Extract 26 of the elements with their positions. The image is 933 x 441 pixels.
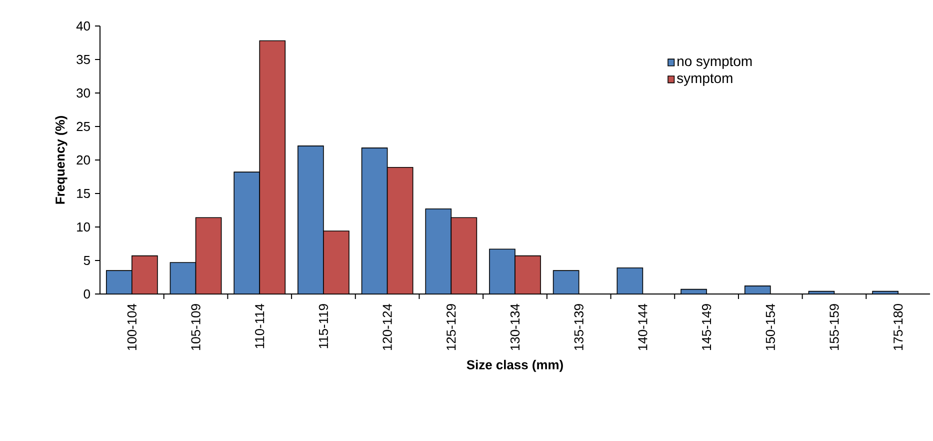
x-tick-label: 100-104: [127, 304, 137, 350]
legend-label: no symptom: [678, 56, 752, 69]
y-tick-label: 40: [76, 21, 90, 31]
y-tick-label: 10: [77, 222, 90, 232]
x-tick-label: 130-134: [510, 304, 520, 350]
y-tick-label: 0: [84, 289, 90, 299]
y-tick-label: 25: [76, 122, 90, 132]
x-tick-label: 145-149: [702, 304, 712, 350]
x-tick-label: 110-114: [255, 304, 264, 348]
x-tick-label: 140-144: [638, 304, 648, 350]
legend-label: symptom: [677, 74, 732, 86]
y-tick-label: 5: [84, 256, 90, 266]
y-tick-label: 30: [76, 88, 90, 98]
x-tick-label: 120-124: [382, 304, 392, 350]
x-tick-label: 175-180: [894, 304, 903, 350]
x-tick-label: 105-109: [191, 304, 200, 350]
x-tick-label: 155-159: [830, 304, 839, 350]
x-tick-label: 115-119: [318, 304, 328, 348]
y-tick-label: 15: [77, 188, 90, 198]
x-tick-label: 150-154: [766, 304, 775, 350]
y-axis-title: Frequency (%): [55, 116, 68, 204]
x-tick-label: 135-139: [574, 304, 584, 350]
x-axis-title: Size class (mm): [466, 360, 563, 372]
y-tick-label: 35: [76, 54, 90, 64]
y-tick-label: 20: [76, 155, 90, 165]
x-tick-label: 125-129: [446, 304, 456, 350]
